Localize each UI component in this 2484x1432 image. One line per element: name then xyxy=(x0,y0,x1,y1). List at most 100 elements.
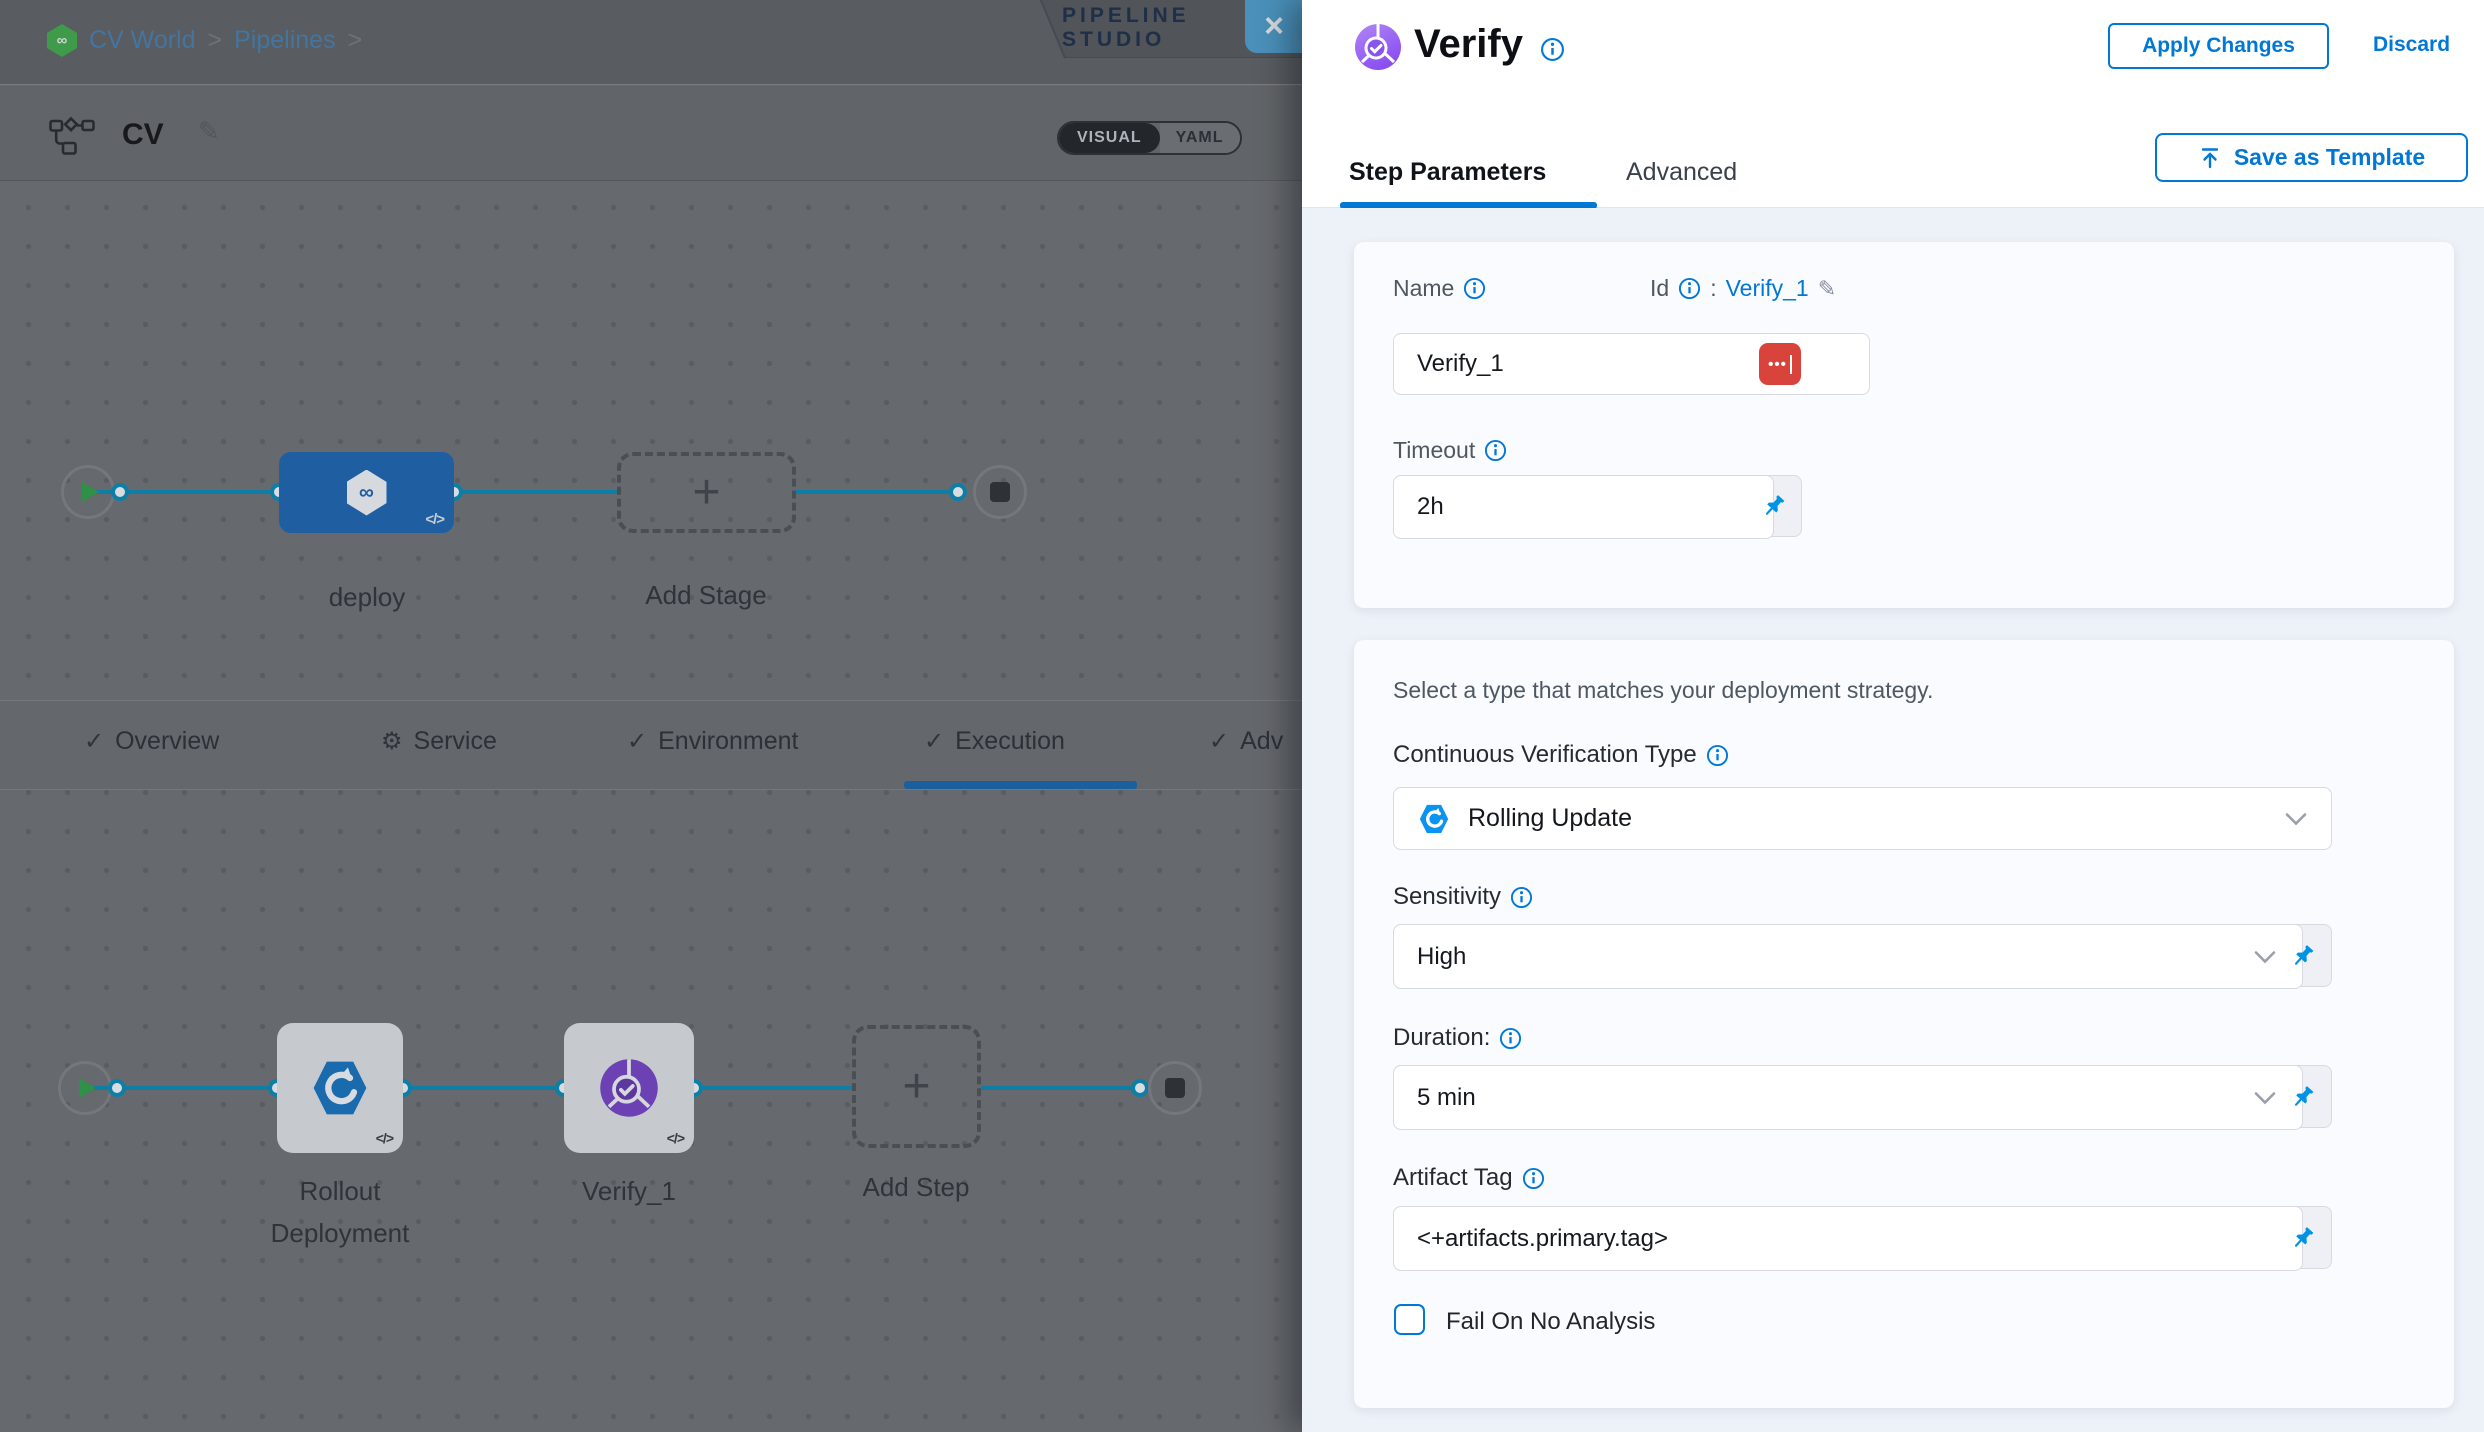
connector-port xyxy=(1131,1079,1149,1097)
breadcrumb-project-link[interactable]: CV World xyxy=(89,26,196,54)
id-value-link[interactable]: Verify_1 xyxy=(1725,275,1809,301)
gear-icon: ⚙ xyxy=(381,728,403,755)
verification-settings-card: Select a type that matches your deployme… xyxy=(1354,640,2454,1408)
execution-start-node[interactable] xyxy=(58,1061,112,1115)
id-colon: : xyxy=(1710,275,1717,301)
step-label: Deployment xyxy=(270,1218,410,1248)
discard-button[interactable]: Discard xyxy=(2373,33,2451,56)
connector-port xyxy=(111,483,129,501)
code-icon: </> xyxy=(666,1130,685,1146)
fail-on-no-analysis-checkbox[interactable] xyxy=(1394,1304,1425,1335)
verify-step-icon xyxy=(600,1059,658,1117)
add-step-button[interactable]: + xyxy=(852,1025,981,1148)
breadcrumb-pipelines-link[interactable]: Pipelines xyxy=(234,26,336,54)
cv-type-label: Continuous Verification Type xyxy=(1393,741,1697,768)
chevron-down-icon xyxy=(2285,812,2307,825)
toggle-yaml[interactable]: YAML xyxy=(1159,123,1240,153)
stage-tabstrip xyxy=(0,700,1302,790)
pipeline-canvas[interactable]: ∞ </> + deploy Add Stage ✓ Overview ⚙ Se… xyxy=(0,181,1302,1432)
sensitivity-select[interactable]: High xyxy=(1393,924,2303,989)
toggle-visual[interactable]: VISUAL xyxy=(1059,123,1160,153)
verify-step-panel: Verify Apply Changes Discard Step Parame… xyxy=(1302,0,2484,1432)
duration-label: Duration: xyxy=(1393,1024,1491,1051)
info-icon[interactable] xyxy=(1510,886,1533,909)
breadcrumb: ∞ CV World > Pipelines > xyxy=(47,24,362,57)
pipeline-flowchart-icon xyxy=(49,116,95,155)
pipeline-end-node[interactable] xyxy=(973,465,1027,519)
tab-execution[interactable]: ✓ Execution xyxy=(924,727,1065,755)
stage-label: deploy xyxy=(328,582,406,612)
artifact-tag-input[interactable]: <+artifacts.primary.tag> xyxy=(1393,1206,2303,1271)
duration-select[interactable]: 5 min xyxy=(1393,1065,2303,1130)
info-icon[interactable] xyxy=(1499,1027,1522,1050)
info-icon[interactable] xyxy=(1522,1167,1545,1190)
execution-end-node[interactable] xyxy=(1148,1061,1202,1115)
tab-advanced-truncated[interactable]: ✓ Adv xyxy=(1209,727,1284,755)
timeout-input[interactable]: 2h xyxy=(1393,475,1774,539)
pipeline-connector xyxy=(981,1086,1141,1090)
tab-service[interactable]: ⚙ Service xyxy=(381,727,497,755)
pin-runtime-input-button[interactable] xyxy=(2277,1066,2331,1129)
chevron-right-icon: > xyxy=(347,26,363,54)
pin-icon xyxy=(2294,944,2314,965)
pin-runtime-input-button[interactable] xyxy=(2277,925,2331,988)
info-icon[interactable] xyxy=(1678,277,1701,300)
code-icon: </> xyxy=(425,511,445,528)
tab-advanced[interactable]: Advanced xyxy=(1626,158,1738,186)
name-label: Name xyxy=(1393,275,1455,301)
pipeline-connector xyxy=(694,1086,852,1090)
plus-icon: + xyxy=(902,1060,931,1113)
pin-icon xyxy=(2294,1226,2314,1247)
pin-runtime-input-button[interactable] xyxy=(2277,1207,2331,1270)
edit-pipeline-pencil-icon[interactable]: ✎ xyxy=(198,116,220,146)
pin-runtime-input-button[interactable] xyxy=(1748,476,1801,538)
info-icon[interactable] xyxy=(1706,744,1729,767)
play-icon xyxy=(79,1078,96,1098)
check-icon: ✓ xyxy=(627,728,648,755)
pipeline-connector xyxy=(85,1086,278,1090)
tab-step-parameters[interactable]: Step Parameters xyxy=(1349,158,1547,186)
verify-header-icon xyxy=(1355,24,1401,70)
panel-active-tab-underline xyxy=(1340,202,1597,209)
cv-type-select[interactable]: Rolling Update xyxy=(1393,787,2332,850)
connector-port xyxy=(949,483,967,501)
stage-node-deploy[interactable]: ∞ </> xyxy=(279,452,454,533)
artifact-tag-field-group: <+artifacts.primary.tag> xyxy=(1393,1206,2332,1271)
save-as-template-button[interactable]: Save as Template xyxy=(2155,133,2468,182)
pin-icon xyxy=(2294,1085,2314,1106)
step-node-rollout-deployment[interactable]: </> xyxy=(277,1023,403,1153)
id-label: Id xyxy=(1650,275,1670,301)
pipeline-start-node[interactable] xyxy=(61,465,115,519)
add-stage-button[interactable]: + xyxy=(617,452,796,533)
info-icon[interactable] xyxy=(1540,37,1565,62)
active-tab-underline xyxy=(904,781,1137,789)
info-icon[interactable] xyxy=(1484,439,1507,462)
play-icon xyxy=(82,482,99,502)
chevron-right-icon: > xyxy=(207,26,223,54)
timeout-label: Timeout xyxy=(1393,437,1476,463)
tab-environment[interactable]: ✓ Environment xyxy=(627,727,799,755)
pin-icon xyxy=(1765,495,1784,515)
edit-id-pencil-icon[interactable]: ✎ xyxy=(1817,275,1837,301)
step-label: Verify_1 xyxy=(582,1176,676,1206)
sensitivity-label: Sensitivity xyxy=(1393,883,1502,910)
upload-template-icon xyxy=(2201,147,2219,168)
apply-changes-button[interactable]: Apply Changes xyxy=(2108,23,2329,69)
name-timeout-card: Name Id : Verify_1 ✎ ••• Timeout xyxy=(1354,242,2454,608)
info-icon[interactable] xyxy=(1463,277,1486,300)
harness-logo-icon: ∞ xyxy=(47,24,77,57)
chevron-down-icon xyxy=(2254,1091,2276,1104)
step-node-verify[interactable]: </> xyxy=(564,1023,694,1153)
add-step-label: Add Step xyxy=(862,1172,970,1202)
close-drawer-button[interactable]: × xyxy=(1245,0,1303,53)
check-icon: ✓ xyxy=(924,728,945,755)
password-extension-icon[interactable]: ••• xyxy=(1759,343,1801,385)
pipeline-connector xyxy=(403,1086,565,1090)
fail-on-no-analysis-label: Fail On No Analysis xyxy=(1446,1308,1656,1335)
pipeline-connector xyxy=(454,490,617,494)
chevron-down-icon xyxy=(2254,950,2276,963)
tab-overview[interactable]: ✓ Overview xyxy=(84,727,220,755)
step-label: Rollout xyxy=(299,1176,381,1206)
pipeline-name: CV xyxy=(122,118,164,151)
view-toggle: VISUAL YAML xyxy=(1057,121,1242,155)
